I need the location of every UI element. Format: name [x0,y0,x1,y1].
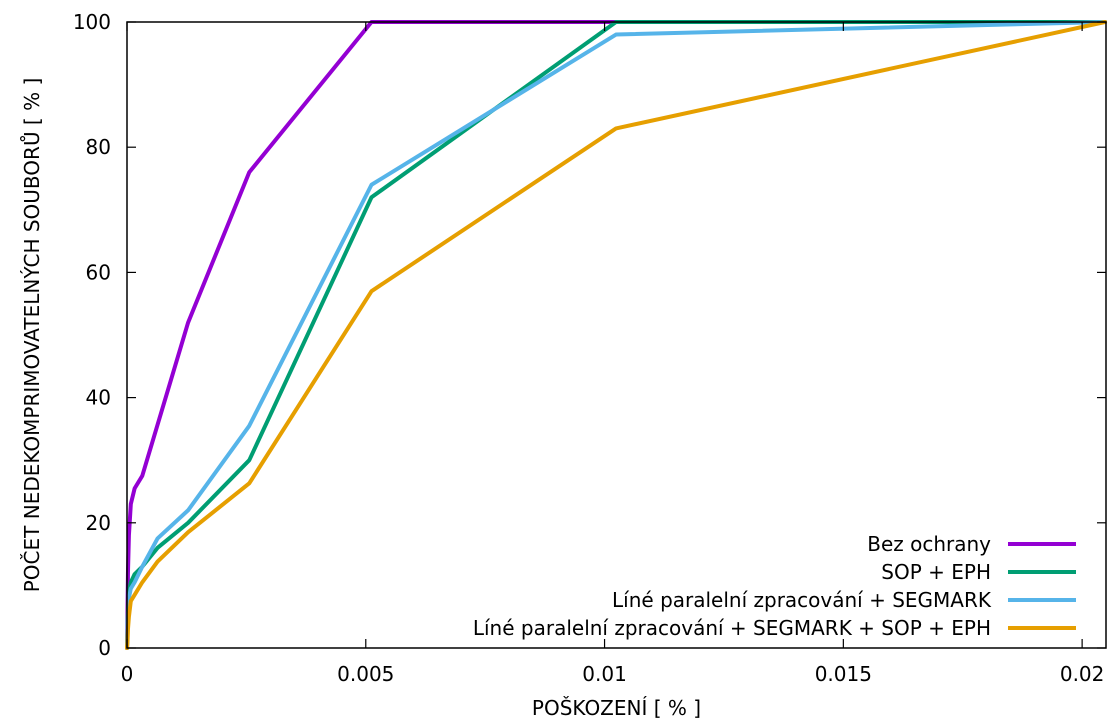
legend-label: Líné paralelní zpracování + SEGMARK [612,588,992,612]
x-tick-label: 0.015 [815,662,872,686]
y-tick-label: 20 [86,511,111,535]
y-axis-title: POČET NEDEKOMPRIMOVATELNÝCH SOUBORŮ [ % … [20,78,44,593]
legend: Bez ochrany SOP + EPH Líné paralelní zprac… [473,532,1076,640]
x-tick-label: 0.01 [582,662,627,686]
plot-frame [126,21,1107,649]
y-tick-label: 60 [86,260,111,284]
y-tick-label: 100 [73,10,111,34]
x-tick-label: 0.005 [337,662,394,686]
series-line-4 [125,20,1108,650]
x-axis-title: POŠKOZENÍ [ % ] [532,696,701,720]
legend-label: SOP + EPH [881,560,991,584]
x-tick-label: 0 [121,662,134,686]
y-tick-label: 40 [86,386,111,410]
legend-label: Bez ochrany [867,532,991,556]
ticks-layer: 0 0.005 0.01 0.015 0.02 0 20 40 60 80 100 [73,10,1106,686]
x-tick-label: 0.02 [1060,662,1105,686]
y-tick-label: 80 [86,135,111,159]
y-tick-label: 0 [98,636,111,660]
legend-label: Líné paralelní zpracování + SEGMARK + SO… [473,616,991,640]
